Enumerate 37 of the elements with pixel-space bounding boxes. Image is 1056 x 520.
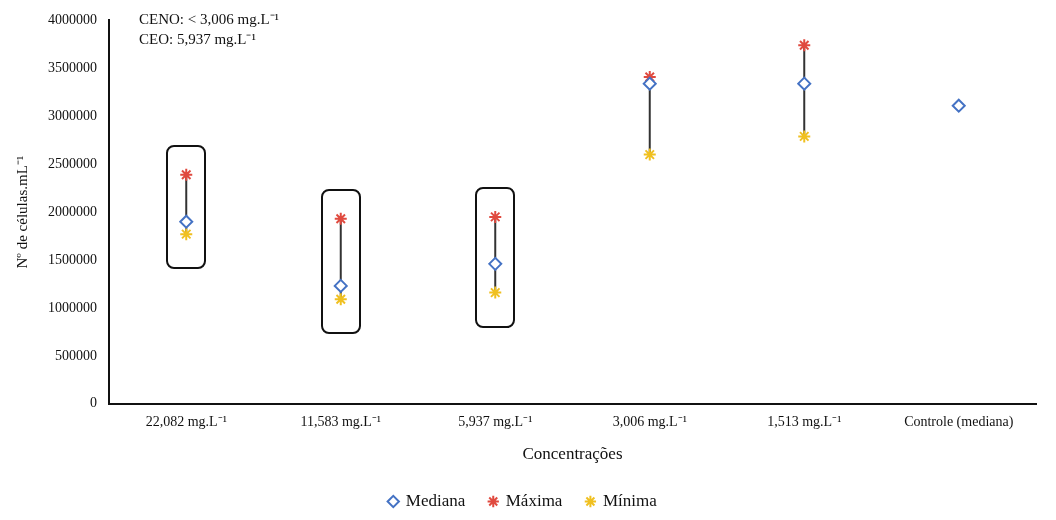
point [179,227,194,242]
point [333,292,348,307]
point [797,76,812,91]
annotation: CEO: 5,937 mg.L⁻¹ [139,30,256,47]
point [951,98,966,113]
y-tick-label: 2000000 [48,203,97,219]
point [488,209,503,224]
y-tick-label: 1500000 [48,251,97,267]
x-tick-label: 5,937 mg.L⁻¹ [458,413,533,429]
point [488,256,503,271]
y-tick-label: 3000000 [48,107,97,123]
x-axis-title: Concentrações [522,444,623,464]
y-tick-label: 1000000 [48,299,97,315]
x-tick-label: 11,583 mg.L⁻¹ [300,413,382,429]
x-tick-label: 22,082 mg.L⁻¹ [145,413,227,429]
y-tick-label: 500000 [55,347,97,363]
y-tick-label: 4000000 [48,12,97,28]
point [797,38,812,53]
point [333,211,348,226]
legend-label: Mínima [602,490,658,510]
x-tick-label: 3,006 mg.L⁻¹ [612,413,687,429]
point [797,129,812,144]
y-tick-label: 2500000 [48,155,97,171]
point [642,76,657,91]
point [179,167,194,182]
annotation: CENO: < 3,006 mg.L⁻¹ [139,10,280,27]
y-axis-title: Nº de células.mL⁻¹ [13,155,30,269]
point [179,214,194,229]
legend-label: Máxima [505,490,563,510]
point [642,147,657,162]
point [333,278,348,293]
legend-label: Mediana [405,490,466,510]
y-tick-label: 3500000 [48,60,97,75]
x-tick-label: Controle (mediana) [904,413,1014,430]
point [488,285,503,300]
y-tick-label: 0 [90,395,97,411]
x-tick-label: 1,513 mg.L⁻¹ [767,413,842,429]
